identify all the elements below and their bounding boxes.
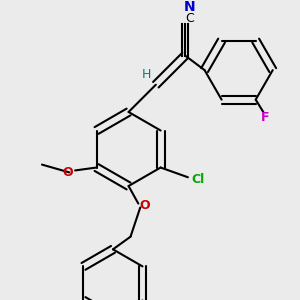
Text: O: O [140, 199, 150, 212]
Text: O: O [62, 166, 73, 179]
Text: H: H [141, 68, 151, 82]
Text: C: C [186, 12, 194, 25]
Text: Cl: Cl [191, 173, 204, 186]
Text: N: N [184, 0, 196, 14]
Text: F: F [261, 111, 270, 124]
